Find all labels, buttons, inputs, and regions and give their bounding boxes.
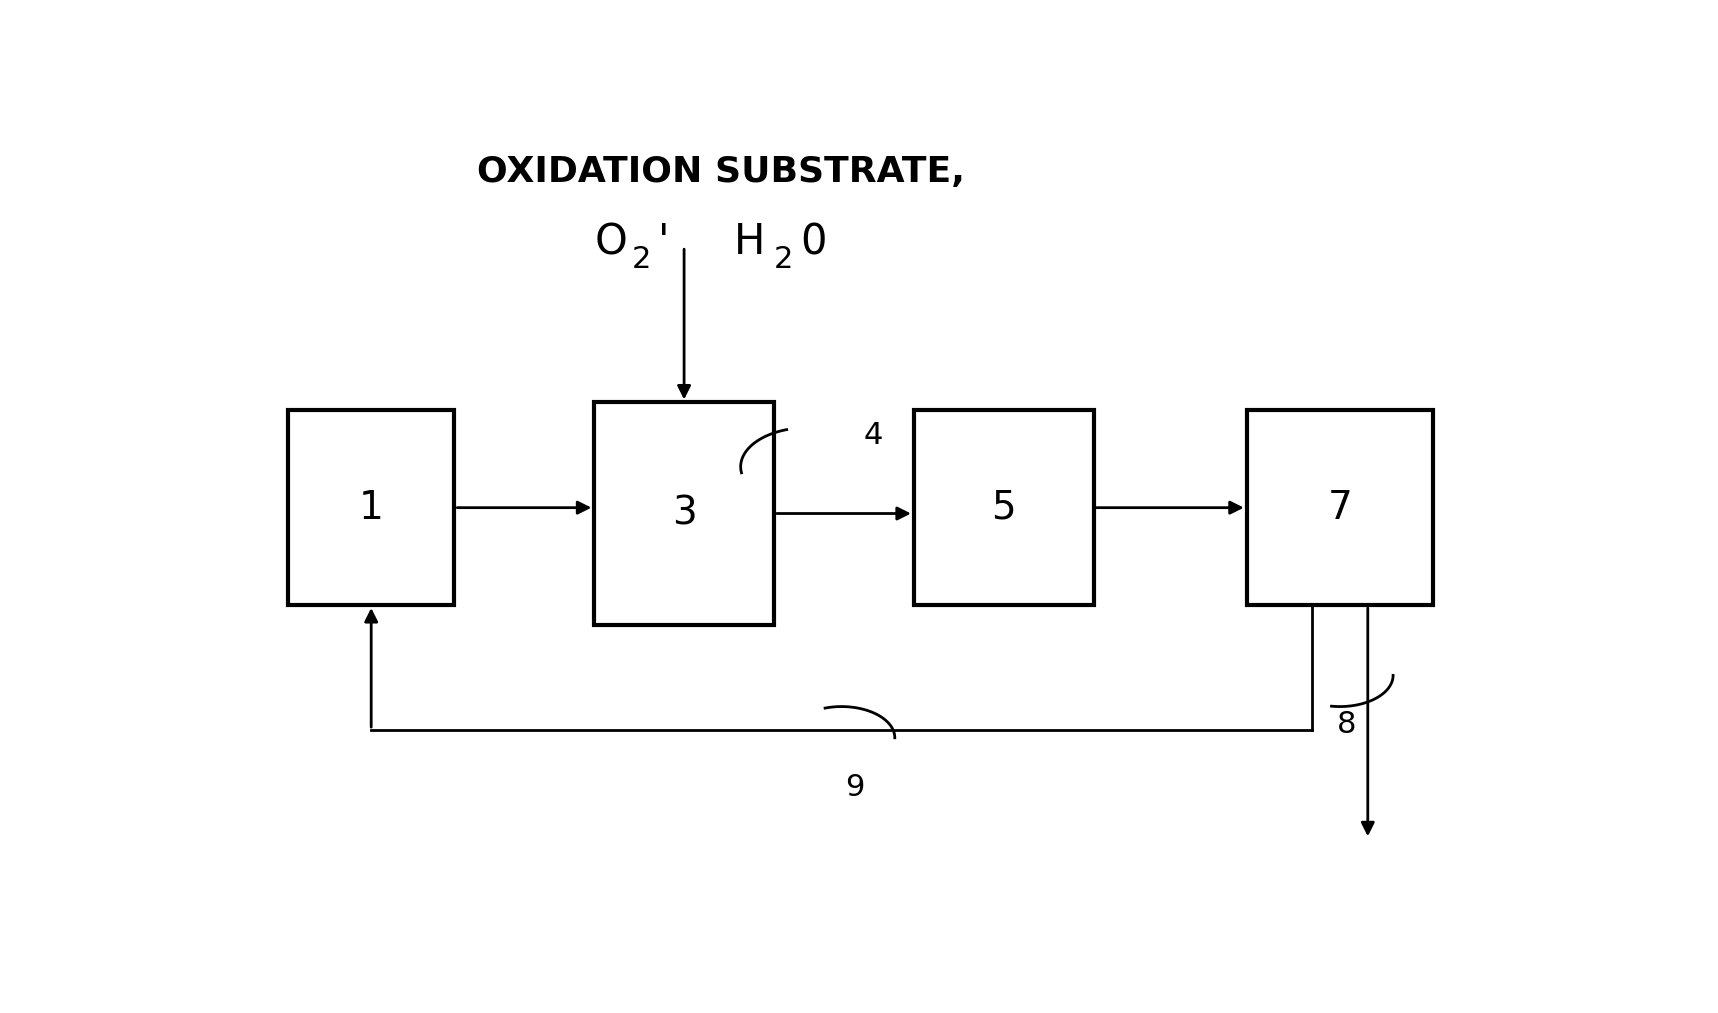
Bar bbox=[914, 410, 1094, 605]
Text: 7: 7 bbox=[1328, 488, 1352, 527]
Text: 3: 3 bbox=[672, 494, 696, 533]
Text: 9: 9 bbox=[845, 773, 864, 802]
Bar bbox=[1247, 410, 1433, 605]
Text: O: O bbox=[594, 222, 627, 263]
Text: 2: 2 bbox=[773, 245, 794, 275]
Text: 8: 8 bbox=[1337, 710, 1356, 739]
Text: 5: 5 bbox=[991, 488, 1015, 527]
Text: ': ' bbox=[658, 222, 670, 263]
Text: OXIDATION SUBSTRATE,: OXIDATION SUBSTRATE, bbox=[478, 155, 964, 189]
Bar bbox=[594, 402, 773, 625]
Text: 1: 1 bbox=[359, 488, 383, 527]
Text: 0: 0 bbox=[801, 222, 826, 263]
Bar bbox=[289, 410, 454, 605]
Text: 4: 4 bbox=[862, 421, 883, 450]
Text: 2: 2 bbox=[632, 245, 651, 275]
Text: H: H bbox=[734, 222, 766, 263]
